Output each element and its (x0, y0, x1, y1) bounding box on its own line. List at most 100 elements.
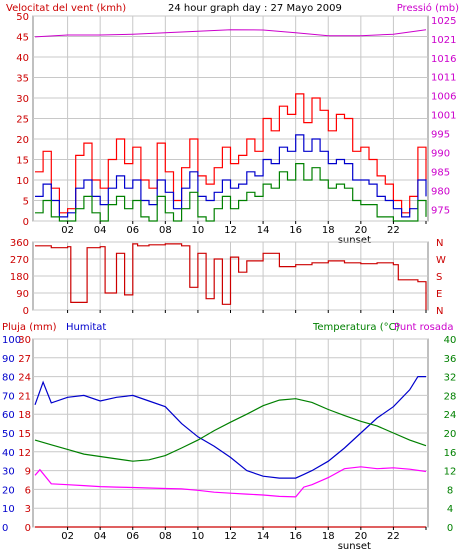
direction-y-tick-label: 180 (10, 272, 29, 283)
humidity-y-tick-label: 40 (2, 448, 15, 459)
x-tick-label: 14 (257, 225, 270, 236)
rain-y-tick-label: 30 (18, 335, 31, 346)
wind-plot-lines (34, 29, 427, 222)
x-tick-label: 22 (387, 531, 400, 542)
rain-y-tick-label: 24 (18, 373, 31, 384)
temperature-y-tick-label: 20 (444, 429, 457, 440)
pressure-y-tick-label: 1021 (431, 35, 456, 46)
pressure-line (34, 29, 427, 38)
pressure-axis-label: Pressió (mb) (397, 2, 459, 14)
temperature-y-tick-label: 28 (444, 391, 457, 402)
humidity-y-tick-label: 60 (2, 410, 15, 421)
wind-y-tick-label: 0 (23, 217, 29, 228)
wind-y-tick-label: 35 (16, 74, 29, 85)
temperature-y-tick-label: 32 (444, 373, 457, 384)
pressure-y-tick-label: 975 (431, 206, 450, 217)
humidity-y-tick-label: 70 (2, 391, 15, 402)
temperature-y-tick-label: 8 (447, 485, 453, 496)
x-tick-label: 08 (159, 225, 172, 236)
compass-label: E (436, 289, 442, 300)
humidity-y-tick-label: 20 (2, 485, 15, 496)
humidity-y-tick-label: 90 (2, 354, 15, 365)
x-tick-label: 12 (224, 225, 237, 236)
x-tick-label: 16 (289, 225, 302, 236)
sunset-marker-label: sunset (338, 235, 371, 246)
wind-y-tick-label: 5 (23, 197, 29, 208)
x-tick-label: 02 (61, 531, 74, 542)
temperature-y-tick-label: 40 (444, 335, 457, 346)
temperature-y-tick-label: 12 (444, 467, 457, 478)
pressure-y-tick-label: 1025 (431, 16, 456, 27)
wind-y-tick-label: 45 (16, 33, 29, 44)
humidity-y-tick-label: 100 (2, 335, 21, 346)
wind-speed-axis-label: Velocitat del vent (kmh) (6, 3, 126, 14)
rain-y-tick-label: 12 (18, 448, 31, 459)
x-tick-label: 20 (354, 531, 367, 542)
rain-y-tick-label: 3 (25, 504, 31, 515)
wind-gust-line (35, 93, 427, 214)
rain-y-tick-label: 27 (18, 354, 31, 365)
compass-label: N (436, 238, 443, 249)
wind-y-tick-label: 20 (16, 135, 29, 146)
x-tick-label: 10 (192, 531, 205, 542)
temperature-y-tick-label: 4 (447, 504, 453, 515)
temperature-y-tick-label: 36 (444, 354, 457, 365)
temperature-axis-label: Temperatura (°C) (312, 322, 400, 333)
rain-y-tick-label: 9 (25, 467, 31, 478)
wind-y-tick-label: 15 (16, 156, 29, 167)
wind-y-tick-label: 25 (16, 115, 29, 126)
compass-label: W (436, 255, 446, 266)
pressure-y-tick-label: 995 (431, 130, 450, 141)
x-tick-label: 22 (387, 225, 400, 236)
x-tick-label: 02 (61, 225, 74, 236)
graph-title: 24 hour graph day : 27 Mayo 2009 (168, 3, 342, 14)
wind-y-tick-label: 30 (16, 94, 29, 105)
wind-y-tick-label: 10 (16, 176, 29, 187)
direction-y-tick-label: 90 (16, 289, 29, 300)
x-tick-label: 04 (94, 531, 107, 542)
wind-plot-axes: 02 04 06 08 10 12 14 16 18 20 22 0 5 10 15 20 25 30 35 40 45… (16, 12, 456, 246)
dewpoint-line (34, 466, 427, 498)
rain-axis-label: Pluja (mm) (2, 322, 57, 333)
x-tick-label: 06 (126, 531, 139, 542)
humidity-axis-label: Humitat (66, 322, 106, 333)
pressure-y-tick-label: 1016 (431, 54, 456, 65)
x-tick-label: 14 (257, 531, 270, 542)
humidity-y-tick-label: 0 (2, 523, 8, 534)
rain-y-tick-label: 6 (25, 485, 31, 496)
rain-y-tick-label: 0 (25, 523, 31, 534)
wind-minimum-line (35, 163, 427, 222)
wind-average-line (35, 134, 427, 218)
x-tick-label: 08 (159, 531, 172, 542)
x-tick-label: 04 (94, 225, 107, 236)
x-tick-label: 06 (126, 225, 139, 236)
temperature-y-tick-label: 0 (447, 523, 453, 534)
humidity-y-tick-label: 50 (2, 429, 15, 440)
compass-label: S (436, 272, 442, 283)
pressure-y-tick-label: 1006 (431, 92, 456, 103)
direction-plot-lines (35, 243, 427, 310)
x-tick-label: 20 (354, 225, 367, 236)
wind-direction-line (35, 243, 427, 310)
humidity-y-tick-label: 30 (2, 467, 15, 478)
temperature-y-tick-label: 24 (444, 410, 457, 421)
rain-y-tick-label: 21 (18, 391, 31, 402)
temp-hum-plot-grid (33, 338, 428, 528)
dewpoint-axis-label: Punt rosada (394, 322, 453, 333)
humidity-y-tick-label: 80 (2, 373, 15, 384)
pressure-y-tick-label: 990 (431, 149, 450, 160)
humidity-y-tick-label: 10 (2, 504, 15, 515)
x-tick-label: 18 (322, 531, 335, 542)
compass-label: N (436, 306, 443, 317)
x-tick-label: 18 (322, 225, 335, 236)
pressure-y-tick-label: 980 (431, 187, 450, 198)
pressure-y-tick-label: 1011 (431, 73, 456, 84)
pressure-y-tick-label: 985 (431, 168, 450, 179)
wind-y-tick-label: 40 (16, 53, 29, 64)
x-tick-label: 10 (192, 225, 205, 236)
temperature-line (34, 398, 427, 462)
direction-y-tick-label: 270 (10, 255, 29, 266)
